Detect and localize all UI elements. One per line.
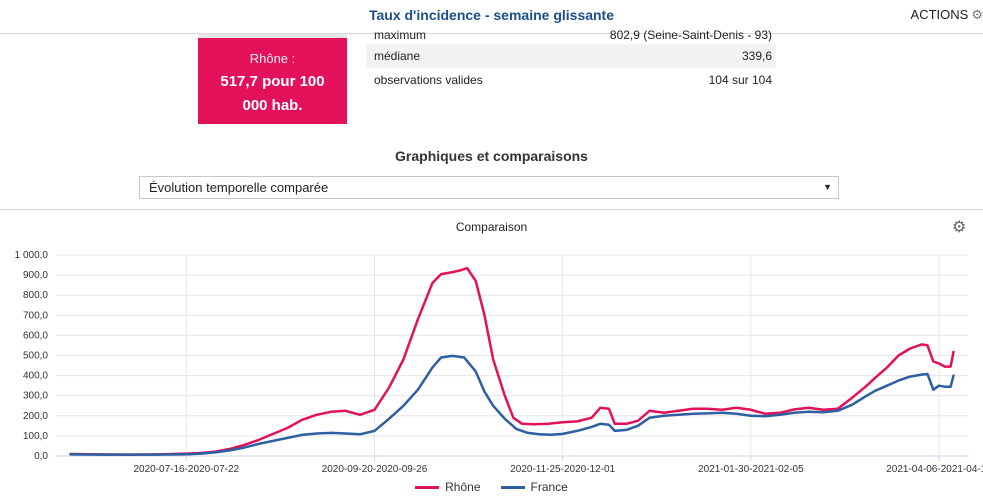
comparison-chart: 0,0 100,0 200,0 300,0 400,0 500,0 600,0 700,0 80… [15, 250, 983, 475]
y-tick-label: 500,0 [23, 351, 48, 362]
card-top-edge [198, 34, 347, 38]
y-tick-label: 200,0 [23, 411, 48, 422]
y-tick-label: 400,0 [23, 371, 48, 382]
stats-table: maximum 802,9 (Seine-Saint-Denis - 93) m… [366, 30, 776, 92]
chart-legend: Rhône France [0, 480, 983, 494]
y-tick-label: 1 000,0 [15, 250, 49, 261]
series-line-rhne [69, 266, 955, 456]
stats-label: observations valides [374, 73, 483, 87]
chevron-down-icon: ▼ [823, 182, 832, 192]
x-tick-label: 2020-09-20-2020-09-26 [322, 464, 428, 475]
x-tick-label: 2021-04-06-2021-04-12 [886, 464, 983, 475]
y-tick-label: 600,0 [23, 330, 48, 341]
series-line-france [69, 354, 955, 456]
card-label: Rhône : [249, 51, 296, 66]
chart-panel: 0,0 100,0 200,0 300,0 400,0 500,0 600,0 700,0 80… [0, 209, 983, 503]
y-tick-label: 800,0 [23, 290, 48, 301]
legend-swatch [415, 485, 440, 489]
stats-label: médiane [374, 49, 421, 63]
stats-row-maximum: maximum 802,9 (Seine-Saint-Denis - 93) [366, 30, 776, 44]
actions-label: ACTIONS [910, 7, 969, 22]
x-tick-label: 2021-01-30-2021-02-05 [698, 464, 804, 475]
legend-label: France [530, 480, 568, 494]
card-value-line-2: 000 hab. [242, 97, 303, 114]
stats-label: maximum [374, 30, 427, 42]
x-tick-label: 2020-11-25-2020-12-01 [510, 464, 615, 475]
select-value: Évolution temporelle comparée [149, 180, 329, 195]
stats-row-valid: observations valides 104 sur 104 [366, 68, 776, 92]
y-tick-label: 900,0 [23, 270, 48, 281]
legend-label: Rhône [445, 480, 481, 494]
actions-button[interactable]: ACTIONS ⚙ [911, 7, 983, 23]
stats-value: 802,9 (Seine-Saint-Denis - 93) [609, 30, 772, 42]
chart-title: Comparaison [455, 220, 528, 234]
card-value-line-1: 517,7 pour 100 [220, 73, 325, 90]
legend-swatch [500, 485, 525, 489]
gear-icon: ⚙ [971, 7, 983, 22]
section-title: Graphiques et comparaisons [395, 148, 588, 164]
card-value: 517,7 pour 100 000 hab. [198, 70, 347, 118]
legend-item[interactable]: Rhône [415, 480, 481, 494]
stats-value: 104 sur 104 [708, 73, 772, 87]
chart-type-select[interactable]: Évolution temporelle comparée ▼ [139, 176, 839, 199]
y-tick-label: 300,0 [23, 391, 48, 402]
y-tick-label: 0,0 [34, 451, 48, 462]
y-tick-label: 100,0 [23, 431, 48, 442]
stats-value: 339,6 [741, 49, 772, 63]
stats-row-median: médiane 339,6 [366, 44, 776, 68]
chart-settings-icon[interactable]: ⚙ [952, 219, 967, 236]
y-tick-label: 700,0 [23, 310, 48, 321]
value-card: Rhône : 517,7 pour 100 000 hab. [198, 38, 347, 124]
page-title: Taux d'incidence - semaine glissante [368, 7, 615, 23]
x-tick-label: 2020-07-16-2020-07-22 [133, 464, 239, 475]
legend-item[interactable]: France [500, 480, 568, 494]
top-bar: Taux d'incidence - semaine glissante ACT… [0, 0, 983, 34]
